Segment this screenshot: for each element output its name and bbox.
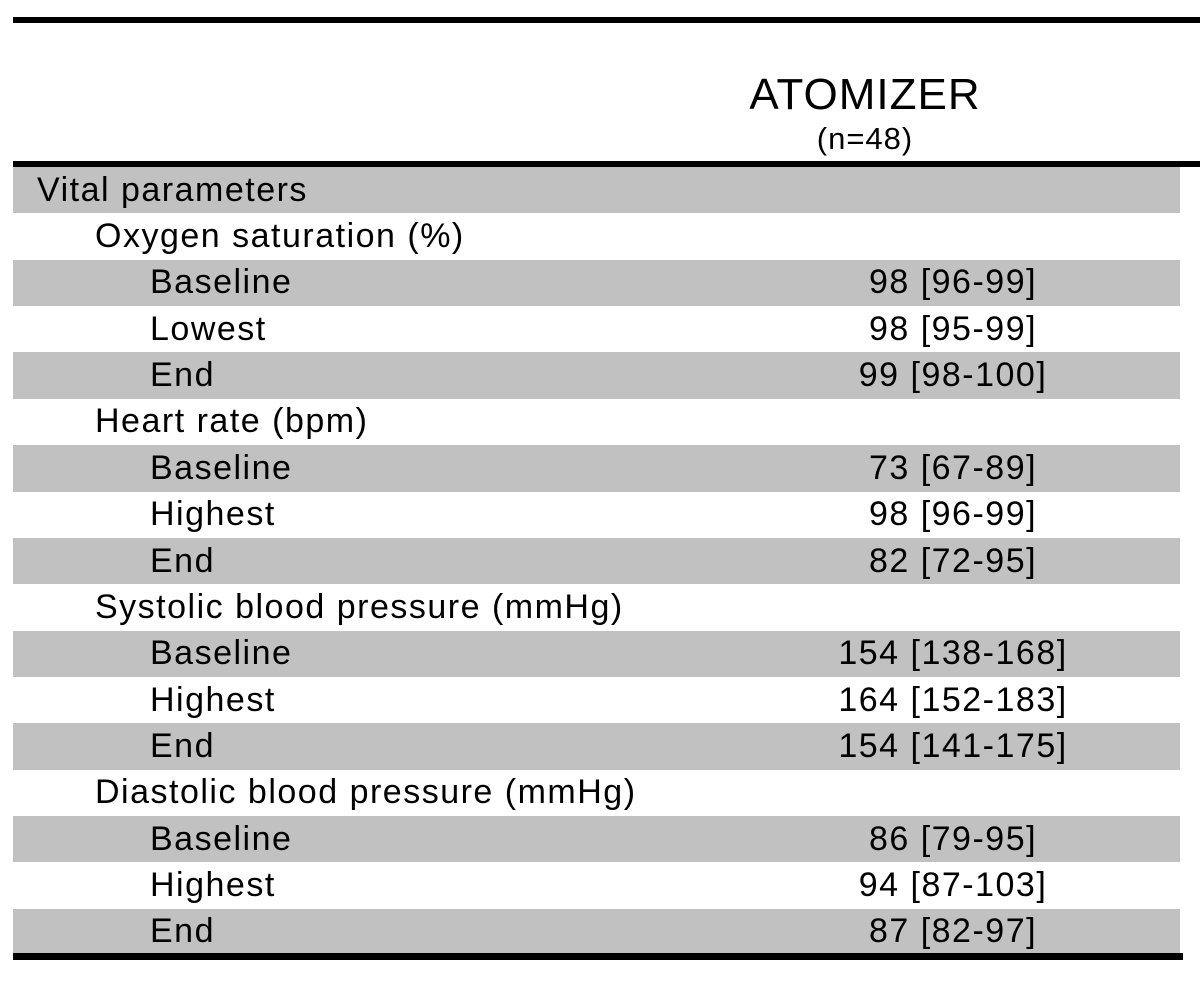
table-row: End 87 [82-97] (13, 908, 1180, 956)
row-label: Lowest (150, 309, 267, 348)
table-body: Vital parameters Oxygen saturation (%) Bas… (13, 167, 1180, 956)
row-label: End (150, 356, 215, 395)
table-row: Diastolic blood pressure (mmHg) (13, 770, 1180, 816)
table-row: Highest 98 [96-99] (13, 492, 1180, 538)
row-label: Systolic blood pressure (mmHg) (95, 587, 624, 626)
row-label: Baseline (150, 819, 293, 858)
row-label: Oxygen saturation (%) (95, 217, 465, 256)
table-row: End 82 [72-95] (13, 537, 1180, 585)
table-row: Systolic blood pressure (mmHg) (13, 584, 1180, 630)
row-label: Baseline (150, 634, 293, 673)
row-value: 82 [72-95] (868, 541, 1038, 580)
table-row: End 99 [98-100] (13, 352, 1180, 399)
row-value: 98 [95-99] (868, 309, 1038, 348)
table-bottom-rule (13, 953, 1183, 960)
table-row: Baseline 154 [138-168] (13, 630, 1180, 677)
table-row: Highest 164 [152-183] (13, 677, 1180, 723)
row-label: Vital parameters (37, 170, 308, 209)
table-row: End 154 [141-175] (13, 723, 1180, 770)
row-value: 87 [82-97] (868, 912, 1038, 951)
row-value: 73 [67-89] (868, 448, 1038, 487)
table-row: Heart rate (bpm) (13, 399, 1180, 445)
table-row: Highest 94 [87-103] (13, 862, 1180, 908)
row-value: 154 [138-168] (838, 634, 1068, 673)
row-label: Highest (150, 680, 276, 719)
row-value: 154 [141-175] (838, 726, 1068, 765)
row-label: Baseline (150, 448, 293, 487)
row-value: 98 [96-99] (868, 263, 1038, 302)
row-label: Diastolic blood pressure (mmHg) (95, 773, 637, 812)
row-label: Baseline (150, 263, 293, 302)
column-subtitle: (n=48) (816, 121, 914, 156)
row-value: 86 [79-95] (868, 819, 1038, 858)
table-row: Vital parameters (13, 167, 1180, 214)
row-value: 98 [96-99] (868, 495, 1038, 534)
table-row: Baseline 98 [96-99] (13, 259, 1180, 307)
row-label: Heart rate (bpm) (95, 402, 369, 441)
row-label: End (150, 912, 215, 951)
row-value: 99 [98-100] (858, 356, 1048, 395)
row-label: Highest (150, 866, 276, 905)
column-header: ATOMIZER (n=48) (615, 70, 1115, 158)
row-value: 94 [87-103] (858, 866, 1048, 905)
row-label: End (150, 726, 215, 765)
header-divider-rule (13, 161, 1200, 167)
table-row: Oxygen saturation (%) (13, 213, 1180, 259)
table-row: Lowest 98 [95-99] (13, 306, 1180, 352)
table-row: Baseline 73 [67-89] (13, 445, 1180, 492)
row-label: End (150, 541, 215, 580)
table-top-rule (13, 17, 1200, 23)
row-label: Highest (150, 495, 276, 534)
column-title: ATOMIZER (749, 70, 981, 119)
table-row: Baseline 86 [79-95] (13, 816, 1180, 863)
row-value: 164 [152-183] (838, 680, 1068, 719)
